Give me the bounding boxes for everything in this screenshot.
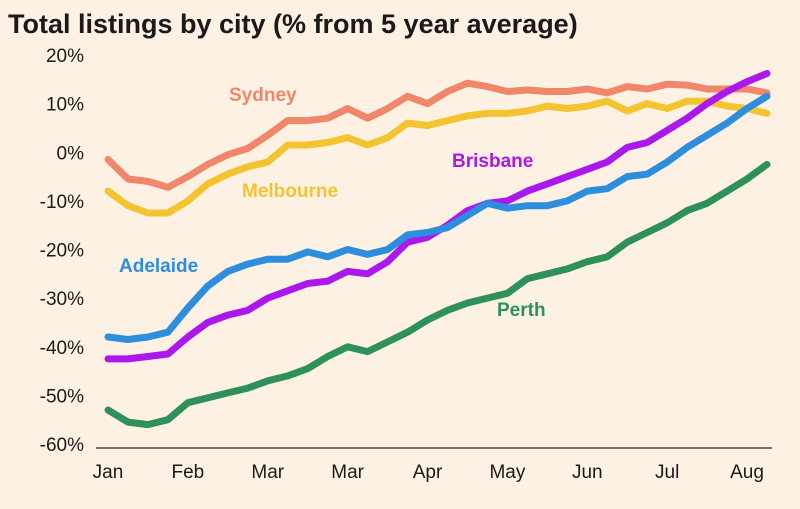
series-line-sydney: [104, 79, 771, 191]
y-tick-label: -40%: [40, 338, 84, 359]
x-tick-label: Jul: [655, 462, 679, 483]
series-line-melbourne: [104, 97, 771, 217]
y-axis-ticks: -60% -50% -40% -30% -20% -10% 0% 10% 20%: [40, 46, 84, 456]
series-label-sydney: Sydney: [229, 85, 297, 106]
x-tick-label: Jun: [572, 462, 603, 483]
series-line-perth: [104, 160, 771, 429]
y-tick-label: 20%: [46, 46, 84, 67]
x-tick-label: Apr: [413, 462, 443, 483]
x-tick-label: Mar: [331, 462, 364, 483]
series-label-adelaide: Adelaide: [119, 256, 198, 277]
y-tick-label: -30%: [40, 289, 84, 310]
y-tick-label: -10%: [40, 192, 84, 213]
x-tick-label: May: [489, 462, 525, 483]
y-tick-label: -50%: [40, 386, 84, 407]
series-labels: Sydney Melbourne Brisbane Adelaide Perth: [119, 85, 546, 321]
x-tick-label: Mar: [251, 462, 284, 483]
x-tick-label: Jan: [93, 462, 124, 483]
chart-title: Total listings by city (% from 5 year av…: [8, 9, 578, 39]
series-label-melbourne: Melbourne: [242, 181, 338, 202]
y-tick-label: -60%: [40, 435, 84, 456]
series-lines: [104, 70, 771, 429]
x-tick-label: Feb: [172, 462, 205, 483]
series-label-perth: Perth: [497, 300, 546, 321]
y-tick-label: 10%: [46, 95, 84, 116]
x-tick-label: Aug: [730, 462, 764, 483]
series-label-brisbane: Brisbane: [452, 151, 533, 172]
y-tick-label: -20%: [40, 241, 84, 262]
y-tick-label: 0%: [57, 143, 85, 164]
x-axis-ticks: Jan Feb Mar Mar Apr May Jun Jul Aug: [93, 462, 764, 483]
series-line-adelaide: [104, 92, 771, 343]
